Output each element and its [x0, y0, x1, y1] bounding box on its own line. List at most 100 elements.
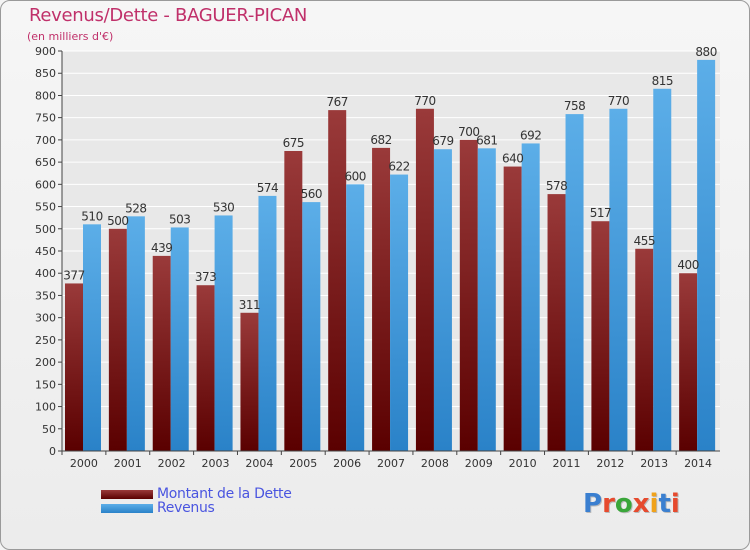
- revenue-bar: [565, 114, 584, 451]
- revenue-bar-label: 770: [608, 94, 629, 108]
- y-tick-label: 300: [35, 312, 56, 325]
- revenue-bar-label: 815: [652, 74, 673, 88]
- debt-bar: [108, 228, 127, 451]
- y-tick-label: 900: [35, 45, 56, 58]
- revenue-bar: [214, 215, 233, 451]
- axes: 0 50 100 150 200 250 300 350 400 450 500 550 600 650 7…: [35, 45, 720, 470]
- debt-bar: [415, 108, 434, 452]
- debt-bar: [196, 285, 215, 451]
- x-tick-label: 2003: [202, 457, 230, 470]
- y-tick-label: 850: [35, 67, 56, 80]
- revenue-bar: [83, 224, 101, 451]
- revenue-bar: [521, 143, 540, 451]
- chart-subtitle: (en milliers d'€): [27, 30, 114, 43]
- x-tick-label: 2011: [552, 457, 580, 470]
- x-tick-label: 2007: [377, 457, 405, 470]
- revenue-bar: [170, 227, 189, 451]
- logo-letter: P: [583, 489, 603, 519]
- logo-letter: t: [658, 489, 671, 519]
- debt-bar-label: 682: [370, 133, 391, 147]
- y-tick-label: 50: [42, 423, 56, 436]
- debt-bar-label: 400: [677, 258, 698, 272]
- x-tick-label: 2010: [509, 457, 537, 470]
- x-tick-label: 2013: [640, 457, 668, 470]
- debt-bar-label: 767: [326, 95, 347, 109]
- y-tick-label: 500: [35, 223, 56, 236]
- x-tick-label: 2000: [70, 457, 98, 470]
- revenue-bar-label: 560: [301, 187, 322, 201]
- x-tick-label: 2006: [333, 457, 361, 470]
- logo-letter: x: [632, 489, 650, 519]
- legend-swatch-debt: [101, 490, 153, 499]
- revenue-bar: [653, 88, 672, 452]
- logo-letter: i: [649, 489, 659, 519]
- legend-label-revenue: Revenus: [157, 500, 215, 516]
- proxiti-logo: Proxiti: [583, 489, 680, 519]
- debt-bar: [679, 273, 698, 451]
- debt-bar-label: 675: [283, 136, 304, 150]
- chart-title: Revenus/Dette - BAGUER-PICAN: [29, 5, 308, 26]
- debt-bar-label: 700: [458, 125, 479, 139]
- debt-bar-label: 578: [546, 179, 567, 193]
- y-tick-label: 800: [35, 89, 56, 102]
- debt-bar: [591, 221, 610, 451]
- revenue-bar: [258, 195, 277, 451]
- revenue-bar-label: 530: [213, 200, 234, 214]
- debt-bar: [240, 312, 259, 451]
- debt-bar: [547, 194, 566, 451]
- y-tick-label: 150: [35, 378, 56, 391]
- debt-bar: [459, 139, 478, 451]
- debt-bar-label: 770: [414, 94, 435, 108]
- x-tick-label: 2002: [158, 457, 186, 470]
- revenue-bar: [126, 216, 145, 451]
- debt-bar: [372, 147, 391, 451]
- revenue-bar: [390, 174, 409, 452]
- debt-bar-label: 500: [107, 214, 128, 228]
- y-tick-label: 250: [35, 334, 56, 347]
- x-tick-label: 2001: [114, 457, 142, 470]
- revenue-bar: [609, 108, 628, 452]
- y-tick-label: 350: [35, 289, 56, 302]
- revenue-bar-label: 679: [432, 134, 453, 148]
- revenue-bar-label: 503: [169, 212, 190, 226]
- debt-bar: [503, 166, 522, 452]
- debt-bar: [284, 151, 303, 451]
- revenue-bar-label: 692: [520, 128, 541, 142]
- y-tick-label: 450: [35, 245, 56, 258]
- y-tick-label: 200: [35, 356, 56, 369]
- revenue-bar-label: 574: [257, 181, 278, 195]
- logo-letter: i: [670, 489, 680, 519]
- logo-letter: o: [614, 489, 633, 519]
- debt-bar-label: 517: [590, 206, 611, 220]
- revenue-bar: [302, 202, 321, 451]
- revenue-bar: [346, 184, 365, 452]
- debt-bar-label: 373: [195, 270, 216, 284]
- debt-bar: [635, 248, 654, 451]
- debt-bar-label: 455: [634, 234, 655, 248]
- y-tick-label: 750: [35, 112, 56, 125]
- revenue-bar-label: 880: [695, 45, 716, 59]
- debt-bar-label: 439: [151, 241, 172, 255]
- x-tick-label: 2005: [289, 457, 317, 470]
- x-tick-label: 2004: [245, 457, 273, 470]
- x-tick-label: 2012: [596, 457, 624, 470]
- y-tick-label: 700: [35, 134, 56, 147]
- y-tick-label: 650: [35, 156, 56, 169]
- legend-swatch-revenue: [101, 504, 153, 513]
- y-tick-label: 100: [35, 401, 56, 414]
- debt-bar: [65, 283, 83, 451]
- revenue-bar-label: 622: [388, 160, 409, 174]
- y-tick-label: 600: [35, 178, 56, 191]
- revenue-bar-label: 528: [125, 201, 146, 215]
- logo-letter: r: [602, 489, 615, 519]
- debt-bar: [328, 110, 347, 451]
- debt-bar-label: 311: [239, 298, 260, 312]
- legend-label-debt: Montant de la Dette: [157, 486, 292, 502]
- debt-bar-label: 640: [502, 152, 523, 166]
- revenue-bar-label: 681: [476, 133, 497, 147]
- y-tick-label: 550: [35, 201, 56, 214]
- revenue-bar-label: 600: [344, 169, 365, 183]
